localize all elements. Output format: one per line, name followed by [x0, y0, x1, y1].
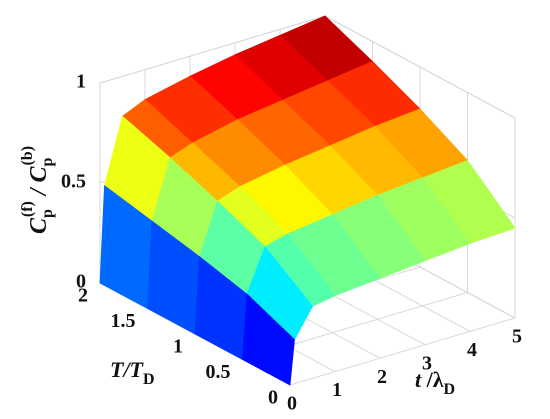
z-label-part: (b) [19, 146, 36, 166]
surface [99, 15, 516, 386]
x-tick-label: 2 [377, 366, 387, 388]
surface-patch [242, 293, 295, 386]
y-label-part: T/T [110, 357, 145, 382]
y-axis-label: T/TD [110, 357, 155, 388]
y-tick-label: 0.5 [206, 361, 231, 383]
y-tick-label: 2 [78, 285, 88, 307]
x-label-part: t [415, 367, 422, 392]
x-tick-label: 0 [287, 393, 297, 415]
z-label-part: p [39, 209, 56, 218]
z-label-part: (f) [19, 201, 36, 217]
y-tick-label: 1.5 [111, 310, 136, 332]
x-tick-label: 1 [332, 379, 342, 401]
x-tick-label: 4 [467, 339, 477, 361]
grid-line [99, 15, 326, 84]
y-tick-label: 0 [268, 387, 278, 409]
grid-line [289, 317, 516, 386]
x-label-part: D [444, 381, 456, 398]
z-axis-label: Cp(f) / Cp(b) [19, 146, 56, 234]
x-tick-label: 5 [512, 326, 522, 348]
x-tick-label: 3 [422, 352, 432, 374]
x-axis-label: t /λD [415, 367, 455, 398]
z-tick-label: 0 [76, 271, 86, 293]
z-tick-label: 0.5 [61, 171, 86, 193]
z-tick-label: 1 [76, 71, 86, 93]
y-label-part: D [143, 371, 155, 388]
z-label-part: p [39, 157, 56, 166]
z-label-part: C [26, 217, 52, 234]
y-tick-label: 1 [173, 336, 183, 358]
z-label-part: / C [26, 165, 52, 201]
x-label-part: /λ [421, 367, 444, 392]
